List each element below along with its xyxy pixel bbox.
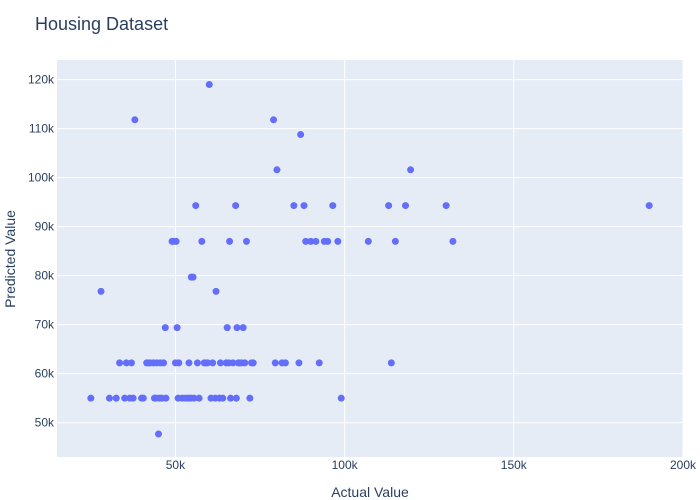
scatter-point xyxy=(172,237,180,245)
scatter-point xyxy=(307,237,315,245)
y-tick-label: 80k xyxy=(35,269,55,283)
scatter-point xyxy=(205,81,213,89)
y-tick-label: 110k xyxy=(29,122,55,136)
scatter-point xyxy=(241,359,249,367)
scatter-point xyxy=(229,359,237,367)
scatter-point xyxy=(407,166,415,174)
scatter-point xyxy=(127,359,135,367)
gridlines xyxy=(57,60,684,457)
scatter-point xyxy=(189,273,197,281)
scatter-point xyxy=(364,237,372,245)
x-tick-label: 200k xyxy=(670,458,697,472)
scatter-point xyxy=(97,287,105,295)
scatter-point xyxy=(645,202,653,210)
y-tick-label: 70k xyxy=(35,318,55,332)
scatter-point xyxy=(281,359,289,367)
scatter-point xyxy=(312,237,320,245)
scatter-point xyxy=(290,202,298,210)
scatter-point xyxy=(193,359,201,367)
scatter-point xyxy=(122,359,130,367)
y-axis-ticks: 50k 60k 70k 80k 90k 100k 110k 120k xyxy=(28,73,55,430)
scatter-point xyxy=(297,130,305,138)
scatter-point xyxy=(334,237,342,245)
scatter-point xyxy=(173,324,181,332)
scatter-point xyxy=(116,359,124,367)
scatter-point xyxy=(239,324,247,332)
scatter-point xyxy=(227,394,235,402)
scatter-point xyxy=(270,116,278,124)
scatter-point xyxy=(449,237,457,245)
scatter-point xyxy=(121,394,129,402)
scatter-point xyxy=(391,237,399,245)
scatter-point xyxy=(161,324,169,332)
y-tick-label: 120k xyxy=(28,73,55,87)
x-axis-title: Actual Value xyxy=(331,484,409,500)
scatter-point xyxy=(232,202,240,210)
scatter-point xyxy=(223,324,231,332)
x-axis-ticks: 50k 100k 150k 200k xyxy=(166,458,697,472)
scatter-point xyxy=(329,202,337,210)
scatter-point xyxy=(402,202,410,210)
scatter-point xyxy=(209,359,217,367)
scatter-point xyxy=(155,430,163,438)
scatter-point xyxy=(387,359,395,367)
scatter-point xyxy=(87,394,95,402)
x-tick-label: 50k xyxy=(166,458,186,472)
scatter-point xyxy=(226,237,234,245)
scatter-point xyxy=(300,202,308,210)
scatter-point xyxy=(212,287,220,295)
scatter-point xyxy=(337,394,345,402)
scatter-point xyxy=(232,394,240,402)
scatter-point xyxy=(185,359,193,367)
scatter-point xyxy=(192,202,200,210)
scatter-point xyxy=(190,394,198,402)
scatter-point xyxy=(219,394,227,402)
plot-area xyxy=(57,60,683,457)
scatter-point xyxy=(273,166,281,174)
scatter-point xyxy=(385,202,393,210)
scatter-point xyxy=(295,359,303,367)
scatter-point xyxy=(216,359,224,367)
scatter-point xyxy=(249,359,257,367)
x-tick-label: 100k xyxy=(332,458,359,472)
y-axis-title: Predicted Value xyxy=(2,210,18,308)
scatter-point xyxy=(246,394,254,402)
scatter-point xyxy=(112,394,120,402)
scatter-point xyxy=(131,116,139,124)
scatter-point xyxy=(139,394,147,402)
scatter-point xyxy=(129,394,137,402)
scatter-point xyxy=(162,394,170,402)
chart-title: Housing Dataset xyxy=(35,14,168,34)
y-tick-label: 100k xyxy=(28,171,55,185)
y-tick-label: 50k xyxy=(35,416,55,430)
scatter-point xyxy=(324,237,332,245)
scatter-point xyxy=(198,237,206,245)
scatter-point xyxy=(271,359,279,367)
scatter-point xyxy=(233,324,241,332)
scatter-point xyxy=(105,394,113,402)
scatter-point xyxy=(302,237,310,245)
x-tick-label: 150k xyxy=(501,458,528,472)
scatter-point xyxy=(442,202,450,210)
y-tick-label: 60k xyxy=(35,367,55,381)
scatter-point xyxy=(242,237,250,245)
y-tick-label: 90k xyxy=(35,220,55,234)
scatter-point xyxy=(204,359,212,367)
scatter-point xyxy=(195,394,203,402)
scatter-point xyxy=(315,359,323,367)
scatter-points xyxy=(87,81,653,438)
scatter-point xyxy=(175,359,183,367)
scatter-point xyxy=(160,359,168,367)
